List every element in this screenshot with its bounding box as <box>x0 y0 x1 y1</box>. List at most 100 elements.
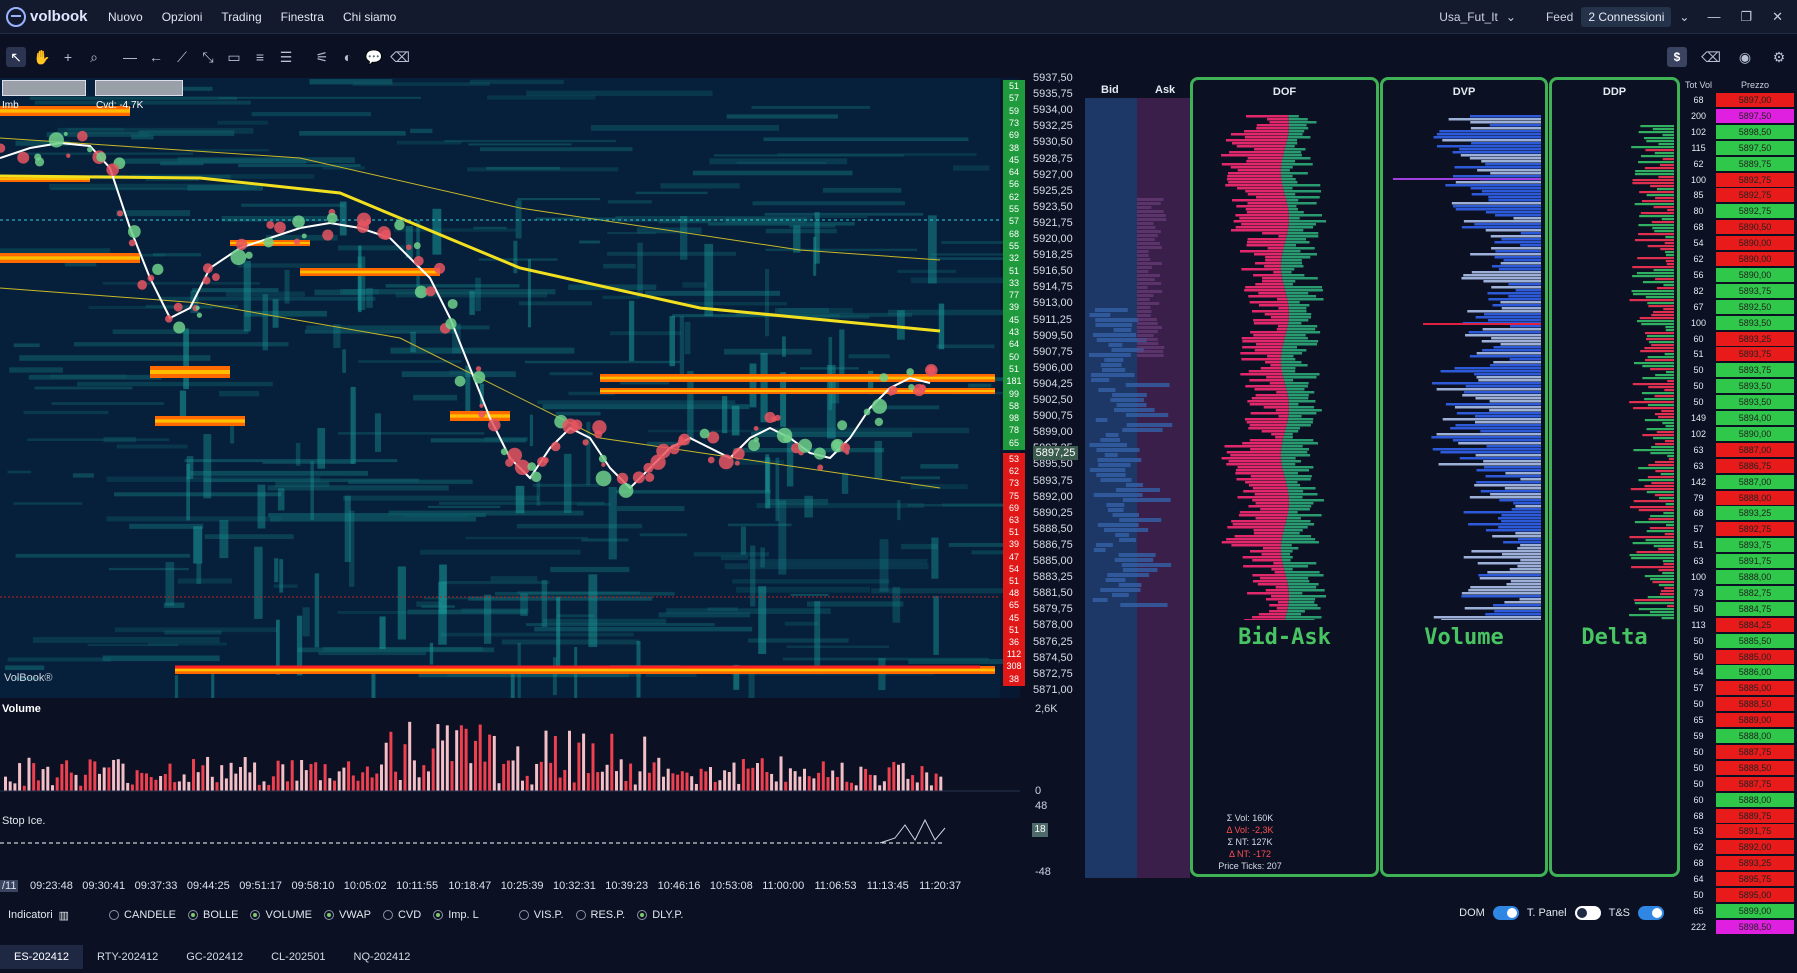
record-icon[interactable]: ◉ <box>1738 48 1752 65</box>
indicator-volume[interactable]: VOLUME <box>250 909 312 921</box>
eraser-icon[interactable]: ⌫ <box>390 48 410 65</box>
symbol-tab[interactable]: RTY-202412 <box>97 951 159 963</box>
ladder-row[interactable]: 142 5887,00 <box>1681 474 1797 490</box>
ladder-row[interactable]: 67 5892,50 <box>1681 299 1797 315</box>
minimize-icon[interactable]: — <box>1707 9 1721 24</box>
ladder-row[interactable]: 57 5892,75 <box>1681 521 1797 537</box>
dof-panel[interactable]: DOF Bid-Ask Σ Vol: 160K Δ Vol: -2,3K Σ N… <box>1190 77 1379 877</box>
dvp-panel[interactable]: DVP Volume <box>1380 77 1548 877</box>
settings-sliders-icon[interactable]: ⚟ <box>315 48 329 65</box>
measure-icon[interactable]: ⤡ <box>202 48 214 65</box>
ladder-row[interactable]: 100 5892,75 <box>1681 172 1797 188</box>
color-drop-icon[interactable]: ◐ <box>343 49 353 65</box>
ladder-row[interactable]: 100 5893,50 <box>1681 315 1797 331</box>
ladder-row[interactable]: 222 5898,50 <box>1681 919 1797 935</box>
ladder-row[interactable]: 79 5888,00 <box>1681 490 1797 506</box>
ladder-row[interactable]: 50 5884,75 <box>1681 601 1797 617</box>
ladder-row[interactable]: 57 5885,00 <box>1681 680 1797 696</box>
dollar-icon[interactable]: $ <box>1667 47 1687 67</box>
maximize-icon[interactable]: ❐ <box>1740 9 1753 24</box>
ladder-row[interactable]: 82 5893,75 <box>1681 283 1797 299</box>
toggle-switch-ts[interactable] <box>1638 906 1664 920</box>
toggle-switch-dom[interactable] <box>1492 906 1519 920</box>
ladder-row[interactable]: 60 5893,25 <box>1681 331 1797 347</box>
ladder-row[interactable]: 60 5888,00 <box>1681 792 1797 808</box>
connections-badge[interactable]: 2 Connessioni <box>1581 7 1672 27</box>
price-axis[interactable]: 5937,50 5935,75 5934,00 5932,25 5930,50 5928,… <box>1003 72 1081 698</box>
ladder-row[interactable]: 149 5894,00 <box>1681 410 1797 426</box>
ladder-row[interactable]: 50 5885,50 <box>1681 633 1797 649</box>
hand-icon[interactable]: ✋ <box>33 48 51 65</box>
ladder-row[interactable]: 73 5882,75 <box>1681 585 1797 601</box>
menu-item-nuovo[interactable]: Nuovo <box>108 9 143 24</box>
close-icon[interactable]: ✕ <box>1772 9 1783 24</box>
ladder-row[interactable]: 200 5897,50 <box>1681 108 1797 124</box>
ladder-row[interactable]: 65 5889,00 <box>1681 712 1797 728</box>
ladder-row[interactable]: 80 5892,75 <box>1681 203 1797 219</box>
ladder-row[interactable]: 62 5892,00 <box>1681 839 1797 855</box>
ladder-row[interactable]: 85 5892,75 <box>1681 187 1797 203</box>
lines-icon[interactable]: ≡ <box>255 49 265 65</box>
eraser-icon[interactable]: ⌫ <box>1701 48 1721 65</box>
ladder-row[interactable]: 54 5890,00 <box>1681 235 1797 251</box>
time-sales-ladder[interactable]: Tot Vol Prezzo 68 5897,00 200 5897,50 102 589… <box>1681 78 1797 938</box>
ladder-row[interactable]: 50 5895,00 <box>1681 887 1797 903</box>
ladder-row[interactable]: 51 5893,75 <box>1681 537 1797 553</box>
ladder-row[interactable]: 56 5890,00 <box>1681 267 1797 283</box>
ladder-row[interactable]: 68 5889,75 <box>1681 808 1797 824</box>
gear-icon[interactable]: ⚙ <box>1772 48 1786 65</box>
symbol-tab[interactable]: GC-202412 <box>186 951 244 963</box>
ladder-row[interactable]: 102 5890,00 <box>1681 426 1797 442</box>
indicator-impl[interactable]: Imp. L <box>433 909 479 921</box>
ladder-row[interactable]: 50 5885,00 <box>1681 649 1797 665</box>
indicator-bolle[interactable]: BOLLE <box>188 909 238 921</box>
ladder-row[interactable]: 50 5893,50 <box>1681 378 1797 394</box>
time-axis[interactable]: /11 09:23:48 09:30:41 09:37:33 09:44:25 09:5… <box>0 878 1030 896</box>
ladder-row[interactable]: 50 5893,75 <box>1681 362 1797 378</box>
horizontal-line-icon[interactable]: — <box>123 49 137 65</box>
rectangle-icon[interactable]: ▭ <box>227 48 241 65</box>
indicator-candele[interactable]: CANDELE <box>109 909 176 921</box>
ladder-row[interactable]: 68 5893,25 <box>1681 505 1797 521</box>
menu-item-finestra[interactable]: Finestra <box>280 9 324 24</box>
menu-item-chi-siamo[interactable]: Chi siamo <box>342 9 397 24</box>
fib-icon[interactable]: ☰ <box>279 48 293 65</box>
indicators-button[interactable]: Indicatori ▥ <box>8 909 69 922</box>
ladder-row[interactable]: 68 5893,25 <box>1681 855 1797 871</box>
indicator-resp[interactable]: RES.P. <box>575 909 625 921</box>
chevron-down-icon[interactable]: ⌄ <box>1679 10 1690 24</box>
menu-item-trading[interactable]: Trading <box>221 9 262 24</box>
ladder-row[interactable]: 63 5886,75 <box>1681 458 1797 474</box>
indicator-dlyp[interactable]: DLY.P. <box>637 909 683 921</box>
ladder-row[interactable]: 62 5890,00 <box>1681 251 1797 267</box>
indicator-visp[interactable]: VIS.P. <box>518 909 564 921</box>
ladder-row[interactable]: 63 5887,00 <box>1681 442 1797 458</box>
ladder-row[interactable]: 51 5893,75 <box>1681 346 1797 362</box>
ladder-row[interactable]: 50 5887,75 <box>1681 776 1797 792</box>
ladder-row[interactable]: 100 5888,00 <box>1681 569 1797 585</box>
ladder-row[interactable]: 113 5884,25 <box>1681 617 1797 633</box>
symbol-tab[interactable]: ES-202412 <box>0 945 84 969</box>
crosshair-icon[interactable]: + <box>63 49 73 65</box>
ladder-row[interactable]: 63 5891,75 <box>1681 553 1797 569</box>
symbol-tab[interactable]: CL-202501 <box>271 951 326 963</box>
heatmap-chart[interactable]: Imb Cvd: -4,7K VolBook® <box>0 78 1020 698</box>
indicator-vwap[interactable]: VWAP <box>323 909 371 921</box>
ladder-row[interactable]: 68 5890,50 <box>1681 219 1797 235</box>
ladder-row[interactable]: 53 5891,75 <box>1681 823 1797 839</box>
ladder-row[interactable]: 50 5893,50 <box>1681 394 1797 410</box>
ladder-row[interactable]: 50 5888,50 <box>1681 696 1797 712</box>
ladder-row[interactable]: 50 5887,75 <box>1681 744 1797 760</box>
ladder-row[interactable]: 62 5889,75 <box>1681 156 1797 172</box>
indicator-cvd[interactable]: CVD <box>382 909 421 921</box>
ladder-row[interactable]: 68 5897,00 <box>1681 92 1797 108</box>
ladder-row[interactable]: 102 5898,50 <box>1681 124 1797 140</box>
profile-select[interactable]: Usa_Fut_It ⌄ <box>1439 10 1516 24</box>
ddp-panel[interactable]: DDP Delta <box>1549 77 1680 877</box>
trend-line-icon[interactable]: ⟋ <box>177 48 187 65</box>
menu-item-opzioni[interactable]: Opzioni <box>161 9 203 24</box>
zoom-icon[interactable]: ⌕ <box>90 48 98 65</box>
pointer-icon[interactable]: ↖ <box>6 47 26 67</box>
ladder-row[interactable]: 50 5888,50 <box>1681 760 1797 776</box>
symbol-tab[interactable]: NQ-202412 <box>353 951 411 963</box>
